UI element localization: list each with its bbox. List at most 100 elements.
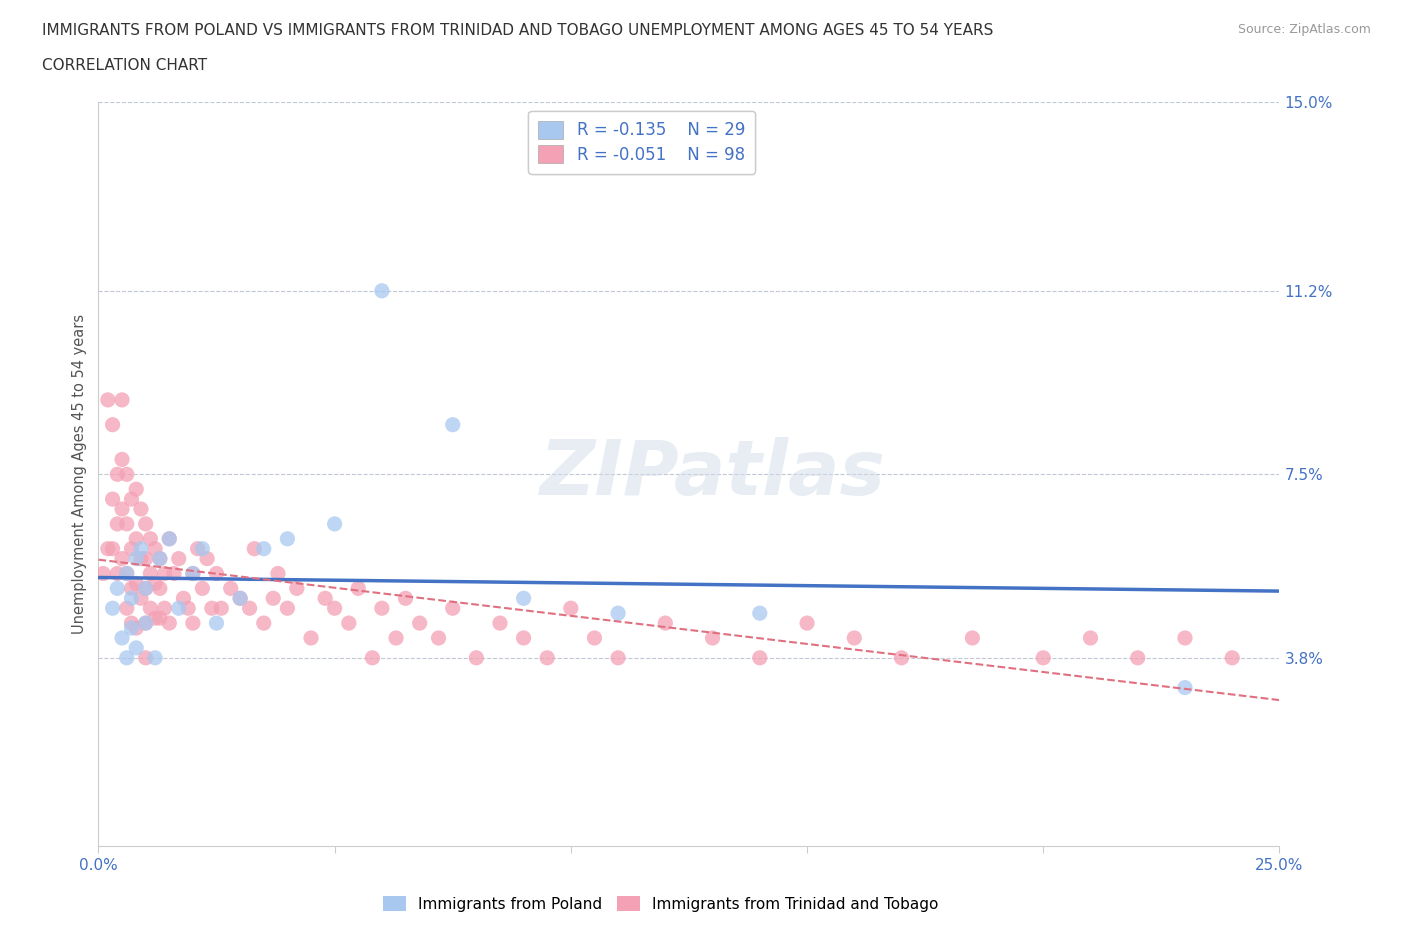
Point <box>115 566 138 581</box>
Text: ZIPatlas: ZIPatlas <box>540 437 886 512</box>
Point <box>125 641 148 656</box>
Point <box>125 576 148 591</box>
Point <box>111 631 134 645</box>
Point <box>101 418 124 432</box>
Text: CORRELATION CHART: CORRELATION CHART <box>42 58 207 73</box>
Point <box>191 541 214 556</box>
Point <box>195 551 218 566</box>
Point <box>125 531 148 546</box>
Point <box>101 601 124 616</box>
Point <box>181 566 204 581</box>
Point <box>560 601 582 616</box>
Point <box>285 581 308 596</box>
Point <box>748 605 770 620</box>
Point <box>121 620 143 635</box>
Point <box>135 581 157 596</box>
Point <box>607 605 630 620</box>
Point <box>115 650 138 665</box>
Point <box>276 531 298 546</box>
Point <box>253 541 276 556</box>
Point <box>512 591 534 605</box>
Point <box>157 531 180 546</box>
Point <box>129 501 152 516</box>
Point <box>323 601 346 616</box>
Point <box>607 650 630 665</box>
Point <box>115 516 138 531</box>
Point <box>157 616 180 631</box>
Point <box>371 284 394 299</box>
Point <box>143 541 166 556</box>
Point <box>465 650 488 665</box>
Point <box>135 551 157 566</box>
Point <box>135 616 157 631</box>
Point <box>167 551 190 566</box>
Point <box>702 631 724 645</box>
Point <box>1220 650 1243 665</box>
Point <box>385 631 408 645</box>
Point <box>129 541 152 556</box>
Point <box>1126 650 1149 665</box>
Point <box>512 631 534 645</box>
Point <box>239 601 262 616</box>
Point <box>111 392 134 407</box>
Point <box>125 551 148 566</box>
Point <box>205 566 228 581</box>
Point <box>135 616 157 631</box>
Point <box>129 591 152 605</box>
Point <box>101 492 124 507</box>
Point <box>105 581 128 596</box>
Point <box>844 631 866 645</box>
Point <box>121 616 143 631</box>
Point <box>276 601 298 616</box>
Point <box>97 392 120 407</box>
Point <box>489 616 512 631</box>
Point <box>121 581 143 596</box>
Point <box>172 591 194 605</box>
Point <box>181 616 204 631</box>
Point <box>371 601 394 616</box>
Point <box>157 531 180 546</box>
Point <box>143 576 166 591</box>
Point <box>187 541 209 556</box>
Point <box>135 516 157 531</box>
Point <box>890 650 912 665</box>
Point <box>115 566 138 581</box>
Point <box>121 492 143 507</box>
Point <box>536 650 558 665</box>
Point <box>181 566 204 581</box>
Text: IMMIGRANTS FROM POLAND VS IMMIGRANTS FROM TRINIDAD AND TOBAGO UNEMPLOYMENT AMONG: IMMIGRANTS FROM POLAND VS IMMIGRANTS FRO… <box>42 23 994 38</box>
Point <box>314 591 336 605</box>
Point <box>139 566 162 581</box>
Point <box>243 541 266 556</box>
Point <box>441 601 464 616</box>
Point <box>408 616 430 631</box>
Point <box>125 620 148 635</box>
Legend: R = -0.135    N = 29, R = -0.051    N = 98: R = -0.135 N = 29, R = -0.051 N = 98 <box>529 111 755 174</box>
Point <box>1174 680 1197 695</box>
Point <box>229 591 252 605</box>
Point <box>209 601 232 616</box>
Point <box>299 631 322 645</box>
Point <box>323 516 346 531</box>
Point <box>191 581 214 596</box>
Point <box>143 611 166 626</box>
Point <box>105 467 128 482</box>
Point <box>149 551 172 566</box>
Point <box>394 591 416 605</box>
Point <box>205 616 228 631</box>
Point <box>115 467 138 482</box>
Point <box>149 581 172 596</box>
Point <box>167 601 190 616</box>
Point <box>748 650 770 665</box>
Point <box>101 541 124 556</box>
Point <box>1080 631 1102 645</box>
Point <box>115 601 138 616</box>
Point <box>111 452 134 467</box>
Point <box>97 541 120 556</box>
Point <box>111 501 134 516</box>
Point <box>121 541 143 556</box>
Point <box>139 531 162 546</box>
Point <box>361 650 384 665</box>
Point <box>962 631 984 645</box>
Point <box>143 650 166 665</box>
